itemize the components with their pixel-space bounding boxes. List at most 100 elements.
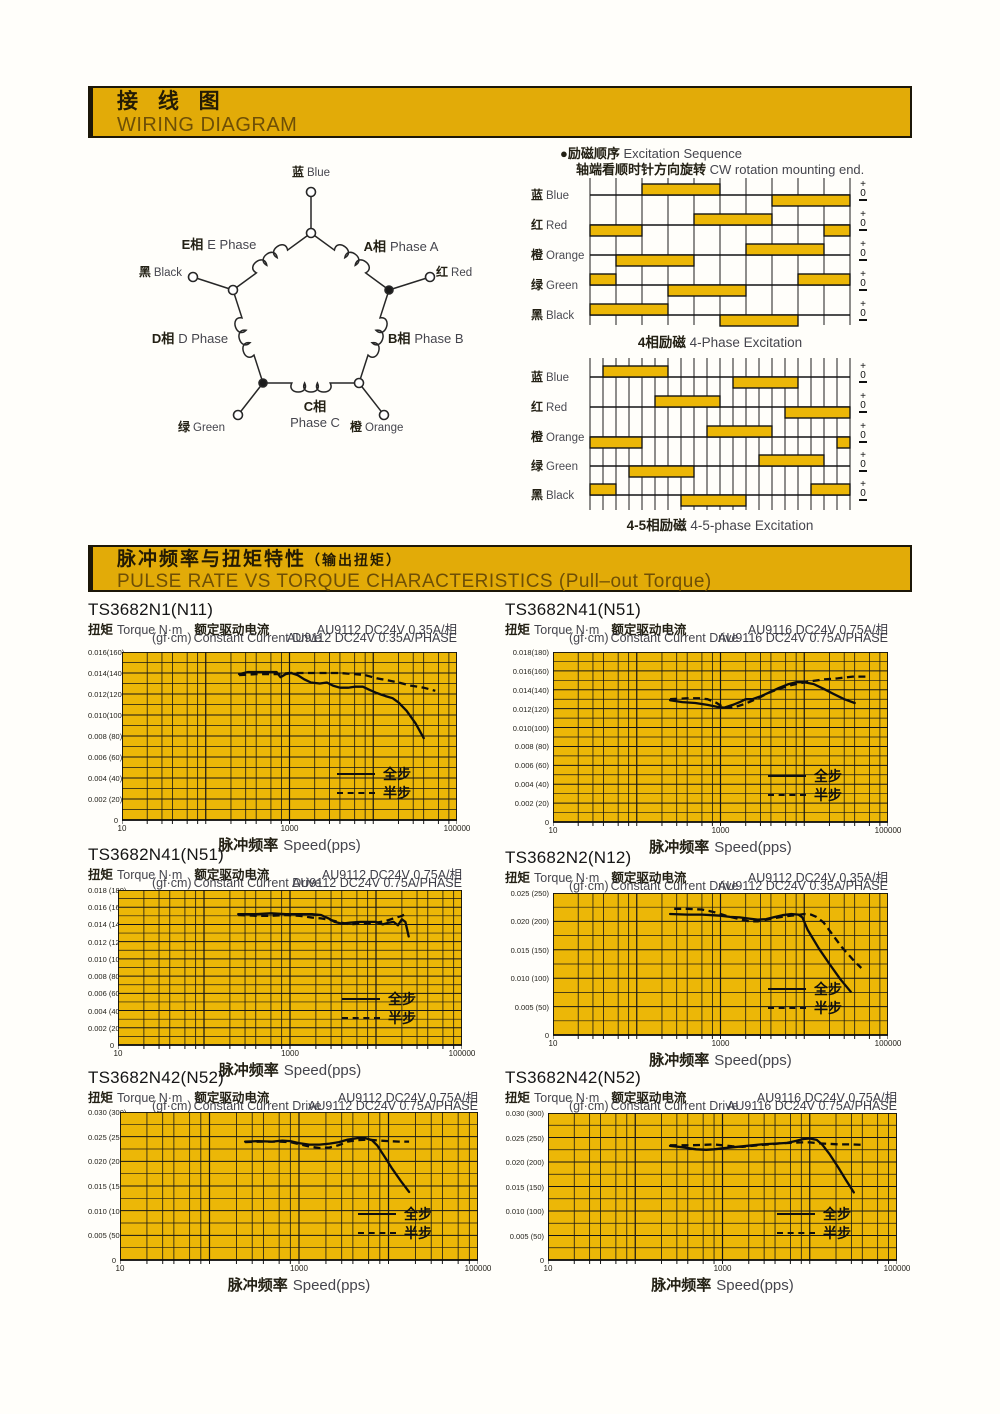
phase-label-c: C相 Phase C: [265, 396, 365, 430]
torque-label-cjk: 扭矩: [88, 623, 114, 637]
wiring-banner-title-cjk: 接 线 图: [117, 90, 227, 113]
chart-header-line2: (gf·cm) Constant Current Drive: [152, 1099, 321, 1113]
legend-row-half: 半步: [337, 783, 411, 802]
chart-plot-area: [122, 652, 457, 824]
y-axis-label: 0.004 (40): [88, 1006, 123, 1016]
timing-row-label-black: 黑 Black: [531, 306, 574, 323]
four-five-phase-caption-cjk: 4-5相励磁: [626, 518, 687, 533]
constant-current-drive-label: Constant Current Drive: [610, 631, 739, 645]
four-phase-caption-cjk: 4相励磁: [637, 335, 686, 350]
x-axis-tick: 10: [548, 826, 558, 835]
half-step-curve: [239, 671, 436, 692]
torque-chart-6: TS3682N42(N52) 扭矩 Torque N·m 额定驱动电流 AU9116 D…: [505, 1068, 910, 1296]
x-axis-title-cjk: 脉冲频率: [649, 839, 710, 856]
chart-header-line1: 扭矩 Torque N·m 额定驱动电流: [505, 867, 686, 886]
y-axis-label: 0.002 (20): [88, 1023, 123, 1033]
minus-level-mark: [859, 229, 867, 231]
chart-header-line2: (gf·cm) Constant Current Drive: [569, 879, 738, 893]
timing-row-cjk: 蓝: [531, 188, 544, 202]
full-step-legend-label: 全步: [404, 1205, 432, 1222]
y-axis-label: 0.025 (250): [88, 1132, 127, 1142]
zero-level-mark: 0: [860, 459, 866, 470]
y-axis-label: 0: [109, 1041, 114, 1050]
half-step-legend-label: 半步: [814, 786, 842, 803]
terminal-black-cjk: 黑: [138, 265, 151, 279]
terminal-green-en: Green: [193, 422, 225, 434]
timing-row-label-blue: 蓝 Blue: [531, 368, 569, 385]
four-phase-caption: 4相励磁 4-Phase Excitation: [590, 331, 850, 351]
excitation-header-en: Excitation Sequence: [623, 146, 743, 161]
full-step-legend-label: 全步: [388, 990, 416, 1007]
full-step-line-sample: [342, 997, 380, 1000]
half-step-curve: [670, 675, 867, 709]
drive-spec-line2: AU9112 DC24V 0.35A/PHASE: [286, 631, 457, 645]
level-marker: +0: [856, 210, 870, 231]
y-axis-label: 0.012(120): [88, 690, 125, 699]
x-axis-title-cjk: 脉冲频率: [218, 1062, 279, 1079]
timing-row-cjk: 黑: [531, 488, 544, 502]
full-step-line-sample: [777, 1212, 815, 1215]
chart-legend: 全步 半步: [768, 766, 842, 804]
y-axis-label: 0.020 (200): [88, 1157, 127, 1167]
y-axis-label: 0.008 (80): [88, 732, 123, 741]
timing-row-label-red: 红 Red: [531, 216, 567, 233]
timing-row-en: Orange: [546, 432, 585, 444]
x-axis-tick: 1000: [711, 826, 730, 835]
torque-chart-4: TS3682N2(N12) 扭矩 Torque N·m 额定驱动电流 AU9112 DC…: [505, 848, 901, 1071]
torque-chart-3: TS3682N41(N51) 扭矩 Torque N·m 额定驱动电流 AU9112 D…: [88, 845, 475, 1081]
terminal-label-orange: 橙 Orange: [350, 418, 403, 435]
drive-spec-line2: AU9112 DC24V 0.35A/PHASE: [717, 879, 888, 893]
plus-level-mark: +: [860, 299, 866, 310]
x-axis-tick: 100000: [443, 824, 471, 833]
chart-legend: 全步 半步: [358, 1204, 432, 1242]
y-axis-label: 0: [544, 1031, 549, 1040]
x-axis-tick: 1000: [281, 1049, 299, 1058]
chart-header-line2: (gf·cm) Constant Current Drive: [152, 631, 321, 645]
timing-row-en: Red: [546, 220, 568, 232]
terminal-black-en: Black: [153, 267, 182, 279]
y-axis-label: 0.030 (300): [505, 1109, 544, 1118]
phase-b-cjk: B相: [388, 331, 411, 346]
chart-plot-area: [553, 652, 888, 826]
y-axis-label: 0.015 (150): [88, 1182, 127, 1191]
minus-level-mark: [859, 499, 867, 501]
level-marker: +0: [856, 300, 870, 321]
x-axis-tick: 1000: [280, 824, 299, 833]
legend-row-half: 半步: [777, 1223, 851, 1242]
y-axis-label: 0.010 (100): [510, 974, 549, 984]
y-axis-label: 0.010 (100): [88, 954, 127, 964]
torque-label-cjk: 扭矩: [88, 868, 114, 882]
terminal-label-red: 红 Red: [436, 263, 472, 280]
chart-title: TS3682N2(N12): [505, 848, 632, 867]
torque-label-en: Torque N·m: [534, 871, 600, 885]
terminal-label-blue: 蓝 Blue: [271, 163, 351, 180]
y-axis-label: 0.020 (200): [505, 1158, 544, 1167]
zero-level-mark: 0: [860, 278, 866, 289]
gfcm-unit-label: (gf·cm): [569, 631, 609, 645]
timing-row-label-orange: 橙 Orange: [531, 246, 584, 263]
minus-level-mark: [859, 259, 867, 261]
minus-level-mark: [859, 470, 867, 472]
four-five-phase-excitation-diagram: 蓝 Blue +0 红 Red +0 橙 Orange +0 绿 Green +0 黑 Black +0: [525, 350, 887, 514]
y-axis-label: 0.020 (200): [510, 917, 549, 927]
x-axis-title: 脉冲频率 Speed(pps): [611, 1049, 831, 1070]
y-axis-label: 0.005 (50): [509, 1231, 544, 1241]
terminal-red-cjk: 红: [436, 265, 449, 279]
y-axis-label: 0.005 (50): [88, 1231, 123, 1241]
constant-current-drive-label: Constant Current Drive: [610, 879, 739, 893]
torque-label-en: Torque N·m: [117, 623, 183, 637]
full-step-legend-label: 全步: [823, 1205, 851, 1222]
excitation-subheader-en: CW rotation mounting end.: [709, 162, 865, 177]
timing-row-cjk: 橙: [531, 430, 544, 444]
x-axis-title-en: Speed(pps): [283, 1062, 362, 1079]
minus-level-mark: [859, 381, 867, 383]
torque-label-en: Torque N·m: [117, 868, 183, 882]
phase-c-cjk: C相: [303, 399, 327, 414]
terminal-label-green: 绿 Green: [178, 418, 225, 435]
x-axis-title-en: Speed(pps): [283, 837, 361, 854]
drive-spec-line1: AU9112 DC24V 0.75A/相: [321, 868, 462, 882]
x-axis-title-cjk: 脉冲频率: [649, 1052, 710, 1069]
full-step-legend-label: 全步: [814, 767, 842, 784]
minus-level-mark: [859, 199, 867, 201]
